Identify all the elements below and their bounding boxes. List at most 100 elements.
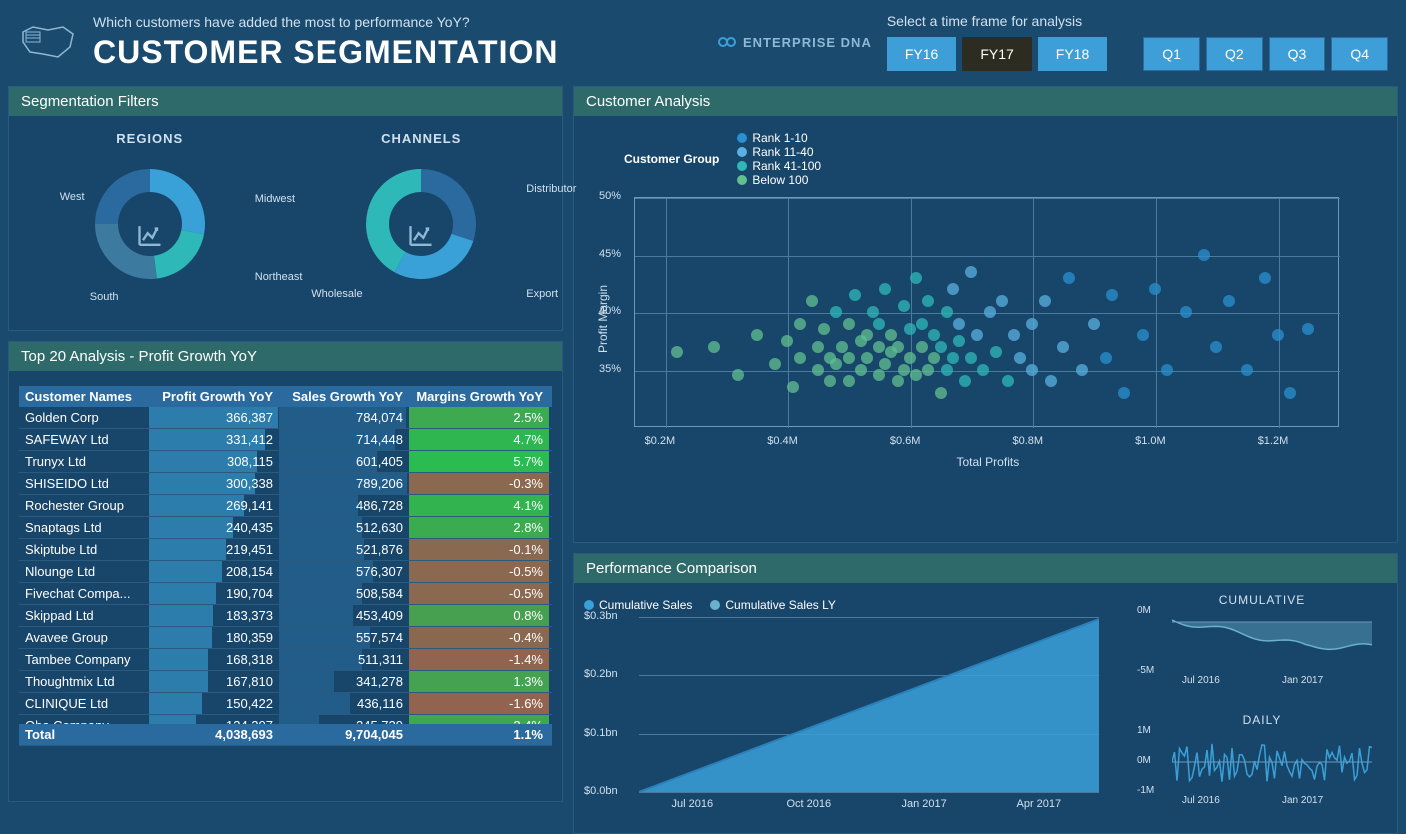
scatter-point[interactable] <box>751 329 763 341</box>
col-margin[interactable]: Margins Growth YoY <box>409 386 549 407</box>
table-row[interactable]: Oba Company134,207245,7292.4% <box>19 715 552 724</box>
scatter-point[interactable] <box>1076 364 1088 376</box>
scatter-point[interactable] <box>947 352 959 364</box>
scatter-point[interactable] <box>794 318 806 330</box>
table-row[interactable]: CLINIQUE Ltd150,422436,116-1.6% <box>19 693 552 715</box>
scatter-point[interactable] <box>965 266 977 278</box>
scatter-point[interactable] <box>861 329 873 341</box>
scatter-point[interactable] <box>1088 318 1100 330</box>
scatter-point[interactable] <box>1198 249 1210 261</box>
table-row[interactable]: Skippad Ltd183,373453,4090.8% <box>19 605 552 627</box>
quarter-btn-Q4[interactable]: Q4 <box>1331 37 1388 71</box>
scatter-point[interactable] <box>922 295 934 307</box>
scatter-point[interactable] <box>843 318 855 330</box>
table-row[interactable]: Avavee Group180,359557,574-0.4% <box>19 627 552 649</box>
scatter-point[interactable] <box>941 306 953 318</box>
year-btn-FY18[interactable]: FY18 <box>1038 37 1107 71</box>
scatter-point[interactable] <box>990 346 1002 358</box>
scatter-point[interactable] <box>769 358 781 370</box>
table-row[interactable]: Fivechat Compa...190,704508,584-0.5% <box>19 583 552 605</box>
scatter-point[interactable] <box>984 306 996 318</box>
scatter-chart[interactable]: $0.2M$0.4M$0.6M$0.8M$1.0M$1.2M35%40%45%5… <box>584 192 1387 532</box>
scatter-point[interactable] <box>898 300 910 312</box>
scatter-point[interactable] <box>1008 329 1020 341</box>
scatter-point[interactable] <box>977 364 989 376</box>
quarter-btn-Q2[interactable]: Q2 <box>1206 37 1263 71</box>
scatter-point[interactable] <box>849 289 861 301</box>
scatter-point[interactable] <box>910 272 922 284</box>
scatter-point[interactable] <box>806 295 818 307</box>
table-row[interactable]: SHISEIDO Ltd300,338789,206-0.3% <box>19 473 552 495</box>
scatter-point[interactable] <box>794 352 806 364</box>
scatter-point[interactable] <box>1039 295 1051 307</box>
scatter-point[interactable] <box>843 352 855 364</box>
col-customer[interactable]: Customer Names <box>19 386 149 407</box>
scatter-point[interactable] <box>836 341 848 353</box>
table-row[interactable]: SAFEWAY Ltd331,412714,4484.7% <box>19 429 552 451</box>
scatter-point[interactable] <box>953 318 965 330</box>
year-btn-FY17[interactable]: FY17 <box>962 37 1031 71</box>
legend-item[interactable]: Below 100 <box>737 173 821 187</box>
scatter-point[interactable] <box>1161 364 1173 376</box>
daily-mini-chart[interactable]: DAILY -1M0M1MJul 2016Jan 2017 <box>1137 713 1387 823</box>
scatter-point[interactable] <box>1057 341 1069 353</box>
scatter-point[interactable] <box>1026 364 1038 376</box>
scatter-point[interactable] <box>1272 329 1284 341</box>
scatter-point[interactable] <box>1026 318 1038 330</box>
col-profit[interactable]: Profit Growth YoY <box>149 386 279 407</box>
scatter-point[interactable] <box>959 375 971 387</box>
scatter-point[interactable] <box>941 364 953 376</box>
table-row[interactable]: Snaptags Ltd240,435512,6302.8% <box>19 517 552 539</box>
scatter-point[interactable] <box>953 335 965 347</box>
table-row[interactable]: Golden Corp366,387784,0742.5% <box>19 407 552 429</box>
scatter-point[interactable] <box>1100 352 1112 364</box>
table-row[interactable]: Thoughtmix Ltd167,810341,2781.3% <box>19 671 552 693</box>
table-row[interactable]: Skiptube Ltd219,451521,876-0.1% <box>19 539 552 561</box>
table-row[interactable]: Tambee Company168,318511,311-1.4% <box>19 649 552 671</box>
col-sales[interactable]: Sales Growth YoY <box>279 386 409 407</box>
scatter-point[interactable] <box>873 341 885 353</box>
scatter-point[interactable] <box>1118 387 1130 399</box>
scatter-point[interactable] <box>935 341 947 353</box>
legend-item[interactable]: Rank 11-40 <box>737 145 821 159</box>
table-row[interactable]: Trunyx Ltd308,115601,4055.7% <box>19 451 552 473</box>
scatter-point[interactable] <box>916 318 928 330</box>
scatter-point[interactable] <box>904 352 916 364</box>
scatter-point[interactable] <box>843 375 855 387</box>
cumulative-sales-chart[interactable]: Cumulative SalesCumulative Sales LY $0.0… <box>584 593 1122 823</box>
scatter-point[interactable] <box>1063 272 1075 284</box>
scatter-point[interactable] <box>861 352 873 364</box>
scatter-point[interactable] <box>1223 295 1235 307</box>
scatter-point[interactable] <box>1259 272 1271 284</box>
channels-donut[interactable]: CHANNELS DistributorExportWholesale <box>351 131 491 315</box>
scatter-point[interactable] <box>781 335 793 347</box>
scatter-point[interactable] <box>830 358 842 370</box>
scatter-point[interactable] <box>898 364 910 376</box>
legend-item[interactable]: Rank 1-10 <box>737 131 821 145</box>
scatter-point[interactable] <box>935 387 947 399</box>
scatter-point[interactable] <box>922 364 934 376</box>
scatter-point[interactable] <box>1210 341 1222 353</box>
scatter-point[interactable] <box>873 318 885 330</box>
scatter-point[interactable] <box>1180 306 1192 318</box>
scatter-point[interactable] <box>1106 289 1118 301</box>
table-body[interactable]: Golden Corp366,387784,0742.5%SAFEWAY Ltd… <box>19 407 552 724</box>
quarter-btn-Q3[interactable]: Q3 <box>1269 37 1326 71</box>
legend-item[interactable]: Rank 41-100 <box>737 159 821 173</box>
scatter-point[interactable] <box>855 364 867 376</box>
scatter-point[interactable] <box>947 283 959 295</box>
regions-donut[interactable]: REGIONS MidwestNortheastSouthWest <box>80 131 220 315</box>
scatter-point[interactable] <box>1241 364 1253 376</box>
scatter-point[interactable] <box>1149 283 1161 295</box>
scatter-point[interactable] <box>892 375 904 387</box>
legend-item[interactable]: Cumulative Sales LY <box>710 598 836 612</box>
scatter-point[interactable] <box>812 341 824 353</box>
year-btn-FY16[interactable]: FY16 <box>887 37 956 71</box>
cumulative-mini-chart[interactable]: CUMULATIVE -5M0MJul 2016Jan 2017 <box>1137 593 1387 703</box>
table-row[interactable]: Rochester Group269,141486,7284.1% <box>19 495 552 517</box>
scatter-point[interactable] <box>892 341 904 353</box>
quarter-btn-Q1[interactable]: Q1 <box>1143 37 1200 71</box>
scatter-point[interactable] <box>708 341 720 353</box>
scatter-point[interactable] <box>867 306 879 318</box>
scatter-point[interactable] <box>1284 387 1296 399</box>
